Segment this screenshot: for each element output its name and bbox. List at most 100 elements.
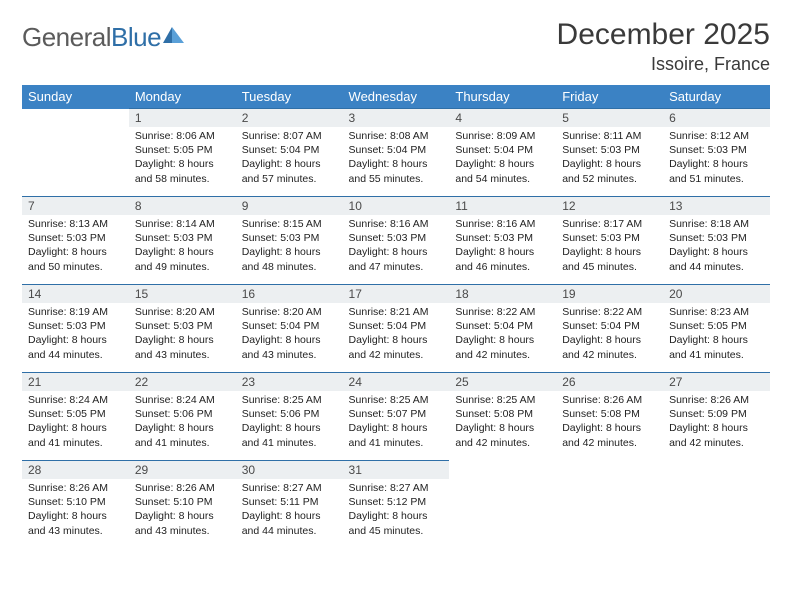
day-details: Sunrise: 8:17 AMSunset: 5:03 PMDaylight:… [556, 215, 663, 278]
sunrise-line: Sunrise: 8:26 AM [28, 481, 123, 495]
day-number: 22 [129, 373, 236, 391]
day-number: 7 [22, 197, 129, 215]
day-number: 9 [236, 197, 343, 215]
day-details: Sunrise: 8:27 AMSunset: 5:11 PMDaylight:… [236, 479, 343, 542]
sunset-line: Sunset: 5:03 PM [455, 231, 550, 245]
day-number: 10 [343, 197, 450, 215]
sunrise-line: Sunrise: 8:14 AM [135, 217, 230, 231]
day-header-wednesday: Wednesday [343, 85, 450, 109]
calendar-cell: 9Sunrise: 8:15 AMSunset: 5:03 PMDaylight… [236, 197, 343, 285]
day-number: 24 [343, 373, 450, 391]
day-details: Sunrise: 8:25 AMSunset: 5:06 PMDaylight:… [236, 391, 343, 454]
sunset-line: Sunset: 5:04 PM [349, 143, 444, 157]
sunrise-line: Sunrise: 8:26 AM [562, 393, 657, 407]
calendar-cell: 22 Sunrise: 8:24 AMSunset: 5:06 PMDayligh… [129, 373, 236, 461]
month-title: December 2025 [557, 18, 770, 52]
sunset-line: Sunset: 5:03 PM [562, 231, 657, 245]
daylight-line: Daylight: 8 hours and 43 minutes. [135, 333, 230, 361]
logo-mark-icon [163, 26, 185, 49]
daylight-line: Daylight: 8 hours and 47 minutes. [349, 245, 444, 273]
day-number: 2 [236, 109, 343, 127]
day-details: Sunrise: 8:26 AMSunset: 5:08 PMDaylight:… [556, 391, 663, 454]
daylight-line: Daylight: 8 hours and 41 minutes. [28, 421, 123, 449]
day-details: Sunrise: 8:27 AMSunset: 5:12 PMDaylight:… [343, 479, 450, 542]
sunset-line: Sunset: 5:03 PM [669, 143, 764, 157]
sunrise-line: Sunrise: 8:24 AM [28, 393, 123, 407]
sunrise-line: Sunrise: 8:12 AM [669, 129, 764, 143]
sunrise-line: Sunrise: 8:08 AM [349, 129, 444, 143]
sunset-line: Sunset: 5:05 PM [669, 319, 764, 333]
day-details: Sunrise: 8:19 AMSunset: 5:03 PMDaylight:… [22, 303, 129, 366]
calendar-cell: 14Sunrise: 8:19 AMSunset: 5:03 PMDayligh… [22, 285, 129, 373]
daylight-line: Daylight: 8 hours and 55 minutes. [349, 157, 444, 185]
day-details: Sunrise: 8:20 AMSunset: 5:04 PMDaylight:… [236, 303, 343, 366]
daylight-line: Daylight: 8 hours and 48 minutes. [242, 245, 337, 273]
calendar-cell: 7Sunrise: 8:13 AMSunset: 5:03 PMDaylight… [22, 197, 129, 285]
title-block: December 2025 Issoire, France [557, 18, 770, 75]
day-details: Sunrise: 8:18 AMSunset: 5:03 PMDaylight:… [663, 215, 770, 278]
sunrise-line: Sunrise: 8:20 AM [242, 305, 337, 319]
calendar-cell: 2Sunrise: 8:07 AMSunset: 5:04 PMDaylight… [236, 109, 343, 197]
day-header-tuesday: Tuesday [236, 85, 343, 109]
calendar-cell: 18Sunrise: 8:22 AMSunset: 5:04 PMDayligh… [449, 285, 556, 373]
sunset-line: Sunset: 5:03 PM [28, 231, 123, 245]
sunrise-line: Sunrise: 8:26 AM [135, 481, 230, 495]
sunrise-line: Sunrise: 8:17 AM [562, 217, 657, 231]
sunset-line: Sunset: 5:05 PM [28, 407, 123, 421]
sunrise-line: Sunrise: 8:27 AM [349, 481, 444, 495]
calendar-cell [22, 109, 129, 197]
day-details: Sunrise: 8:16 AMSunset: 5:03 PMDaylight:… [449, 215, 556, 278]
daylight-line: Daylight: 8 hours and 41 minutes. [242, 421, 337, 449]
sunset-line: Sunset: 5:06 PM [135, 407, 230, 421]
day-details: Sunrise: 8:07 AMSunset: 5:04 PMDaylight:… [236, 127, 343, 190]
calendar-week-row: 1Sunrise: 8:06 AMSunset: 5:05 PMDaylight… [22, 109, 770, 197]
sunset-line: Sunset: 5:04 PM [455, 319, 550, 333]
calendar-cell: 10Sunrise: 8:16 AMSunset: 5:03 PMDayligh… [343, 197, 450, 285]
sunrise-line: Sunrise: 8:18 AM [669, 217, 764, 231]
daylight-line: Daylight: 8 hours and 44 minutes. [669, 245, 764, 273]
sunrise-line: Sunrise: 8:26 AM [669, 393, 764, 407]
day-details: Sunrise: 8:25 AMSunset: 5:08 PMDaylight:… [449, 391, 556, 454]
calendar-cell: 16Sunrise: 8:20 AMSunset: 5:04 PMDayligh… [236, 285, 343, 373]
day-number: 31 [343, 461, 450, 479]
calendar-cell: 15Sunrise: 8:20 AMSunset: 5:03 PMDayligh… [129, 285, 236, 373]
sunrise-line: Sunrise: 8:24 AM [135, 393, 230, 407]
day-number: 17 [343, 285, 450, 303]
calendar-week-row: 7Sunrise: 8:13 AMSunset: 5:03 PMDaylight… [22, 197, 770, 285]
calendar-cell [556, 461, 663, 549]
day-number: 18 [449, 285, 556, 303]
daylight-line: Daylight: 8 hours and 46 minutes. [455, 245, 550, 273]
day-number: 29 [129, 461, 236, 479]
calendar-cell: 27Sunrise: 8:26 AMSunset: 5:09 PMDayligh… [663, 373, 770, 461]
day-number: 21 [22, 373, 129, 391]
daylight-line: Daylight: 8 hours and 42 minutes. [562, 421, 657, 449]
sunset-line: Sunset: 5:03 PM [135, 231, 230, 245]
daylight-line: Daylight: 8 hours and 41 minutes. [349, 421, 444, 449]
day-header-thursday: Thursday [449, 85, 556, 109]
sunset-line: Sunset: 5:09 PM [669, 407, 764, 421]
calendar-cell: 31Sunrise: 8:27 AMSunset: 5:12 PMDayligh… [343, 461, 450, 549]
sunrise-line: Sunrise: 8:22 AM [562, 305, 657, 319]
day-number: 1 [129, 109, 236, 127]
sunset-line: Sunset: 5:04 PM [455, 143, 550, 157]
calendar-cell: 11Sunrise: 8:16 AMSunset: 5:03 PMDayligh… [449, 197, 556, 285]
sunset-line: Sunset: 5:03 PM [669, 231, 764, 245]
day-header-friday: Friday [556, 85, 663, 109]
day-number: 16 [236, 285, 343, 303]
daylight-line: Daylight: 8 hours and 42 minutes. [349, 333, 444, 361]
sunrise-line: Sunrise: 8:21 AM [349, 305, 444, 319]
day-number: 11 [449, 197, 556, 215]
day-details: Sunrise: 8:25 AMSunset: 5:07 PMDaylight:… [343, 391, 450, 454]
daylight-line: Daylight: 8 hours and 41 minutes. [135, 421, 230, 449]
calendar-week-row: 28Sunrise: 8:26 AMSunset: 5:10 PMDayligh… [22, 461, 770, 549]
calendar-week-row: 21Sunrise: 8:24 AMSunset: 5:05 PMDayligh… [22, 373, 770, 461]
day-details: Sunrise: 8:11 AMSunset: 5:03 PMDaylight:… [556, 127, 663, 190]
calendar-cell: 17 Sunrise: 8:21 AMSunset: 5:04 PMDayligh… [343, 285, 450, 373]
sunrise-line: Sunrise: 8:16 AM [349, 217, 444, 231]
sunset-line: Sunset: 5:04 PM [242, 319, 337, 333]
calendar-cell: 20Sunrise: 8:23 AMSunset: 5:05 PMDayligh… [663, 285, 770, 373]
calendar-cell: 29Sunrise: 8:26 AMSunset: 5:10 PMDayligh… [129, 461, 236, 549]
day-details: Sunrise: 8:09 AMSunset: 5:04 PMDaylight:… [449, 127, 556, 190]
sunset-line: Sunset: 5:04 PM [349, 319, 444, 333]
daylight-line: Daylight: 8 hours and 42 minutes. [455, 421, 550, 449]
